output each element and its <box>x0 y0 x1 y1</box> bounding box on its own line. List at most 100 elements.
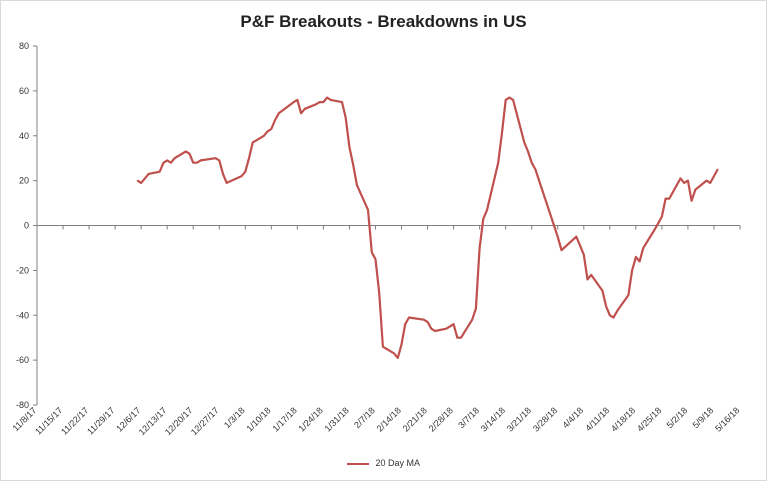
data-point <box>505 99 507 101</box>
data-point <box>144 177 146 179</box>
data-point <box>512 99 514 101</box>
data-point <box>508 97 510 99</box>
legend-swatch-20-day-ma <box>346 462 369 465</box>
data-point <box>148 173 150 175</box>
x-tick-label: 4/4/18 <box>560 405 585 430</box>
data-point <box>609 314 611 316</box>
data-point <box>404 323 406 325</box>
chart-title: P&F Breakouts - Breakdowns in US <box>240 12 527 31</box>
x-tick-label: 4/18/18 <box>609 405 637 433</box>
data-point <box>226 182 228 184</box>
x-tick-label: 5/2/18 <box>665 405 690 430</box>
x-tick-label: 1/31/18 <box>323 405 351 433</box>
data-point <box>136 180 138 182</box>
x-tick-label: 3/7/18 <box>456 405 481 430</box>
y-tick-label: 0 <box>24 221 29 231</box>
data-point <box>653 229 656 231</box>
series-points <box>136 97 719 359</box>
y-tick-label: 40 <box>19 131 29 141</box>
data-point <box>601 290 604 292</box>
data-point <box>345 117 347 119</box>
data-point <box>341 101 343 103</box>
data-point <box>427 321 429 323</box>
data-point <box>319 101 321 103</box>
x-tick-label: 1/3/18 <box>222 405 247 430</box>
data-point <box>557 236 559 238</box>
data-point <box>583 254 585 256</box>
chart-axes <box>33 45 741 406</box>
data-point <box>434 330 436 332</box>
data-point <box>162 162 165 164</box>
data-point <box>241 175 243 177</box>
data-point <box>356 184 358 186</box>
x-tick-label: 11/15/17 <box>33 405 64 436</box>
data-point <box>709 182 711 184</box>
data-point <box>423 319 425 321</box>
data-point <box>694 189 697 191</box>
data-point <box>248 157 250 159</box>
x-tick-label: 3/21/18 <box>505 405 533 433</box>
data-point <box>549 213 551 215</box>
data-point <box>322 101 324 103</box>
y-axis-tick-labels: 80 60 40 20 0 -20 -40 -60 -80 <box>16 41 29 410</box>
y-tick-label: -80 <box>16 400 29 410</box>
data-point <box>635 256 637 258</box>
data-point <box>449 325 451 328</box>
data-point <box>486 209 488 211</box>
x-tick-label: 2/14/18 <box>375 405 403 433</box>
data-point <box>430 328 432 330</box>
data-point <box>683 182 685 184</box>
y-tick-label: -20 <box>16 265 29 275</box>
data-point <box>575 236 577 238</box>
x-tick-label: 2/7/18 <box>352 405 377 430</box>
x-tick-label: 5/9/18 <box>691 405 716 430</box>
data-point <box>159 171 161 173</box>
data-point <box>218 159 220 161</box>
data-point <box>665 198 667 200</box>
data-point <box>642 247 644 249</box>
data-point <box>553 224 555 227</box>
data-point <box>657 222 659 224</box>
data-point <box>475 307 477 310</box>
data-point <box>170 162 172 164</box>
x-tick-label: 3/14/18 <box>479 405 507 433</box>
x-tick-label: 1/24/18 <box>297 405 325 433</box>
x-tick-label: 1/10/18 <box>244 405 272 433</box>
data-point <box>400 343 403 345</box>
data-point <box>244 171 246 173</box>
data-point <box>185 150 187 153</box>
data-point <box>627 294 630 296</box>
data-point <box>713 175 715 177</box>
x-tick-label: 3/28/18 <box>531 405 559 433</box>
data-point <box>326 97 328 99</box>
data-point <box>200 159 202 161</box>
data-point <box>304 108 306 110</box>
data-point <box>579 245 581 247</box>
data-point <box>397 357 399 359</box>
x-tick-label: 5/16/18 <box>713 405 741 433</box>
x-tick-label: 2/21/18 <box>401 405 429 433</box>
data-point <box>616 310 618 312</box>
data-point <box>300 112 302 114</box>
data-point <box>679 177 682 179</box>
data-point <box>605 305 607 307</box>
x-tick-label: 1/17/18 <box>270 405 298 433</box>
data-point <box>263 135 265 137</box>
chart-series <box>136 96 719 359</box>
data-point <box>382 346 384 348</box>
data-point <box>278 112 280 114</box>
data-point <box>166 159 168 161</box>
y-tick-label: 80 <box>19 41 29 51</box>
data-point <box>453 323 455 325</box>
y-tick-label: -40 <box>16 310 29 320</box>
data-point <box>371 251 373 253</box>
x-tick-label: 4/25/18 <box>635 405 663 433</box>
data-point <box>445 328 447 330</box>
data-point <box>501 132 503 135</box>
y-tick-label: -60 <box>16 355 29 365</box>
data-point <box>527 150 529 153</box>
data-point <box>639 260 641 262</box>
data-point <box>296 99 298 101</box>
y-tick-label: 60 <box>19 86 29 96</box>
